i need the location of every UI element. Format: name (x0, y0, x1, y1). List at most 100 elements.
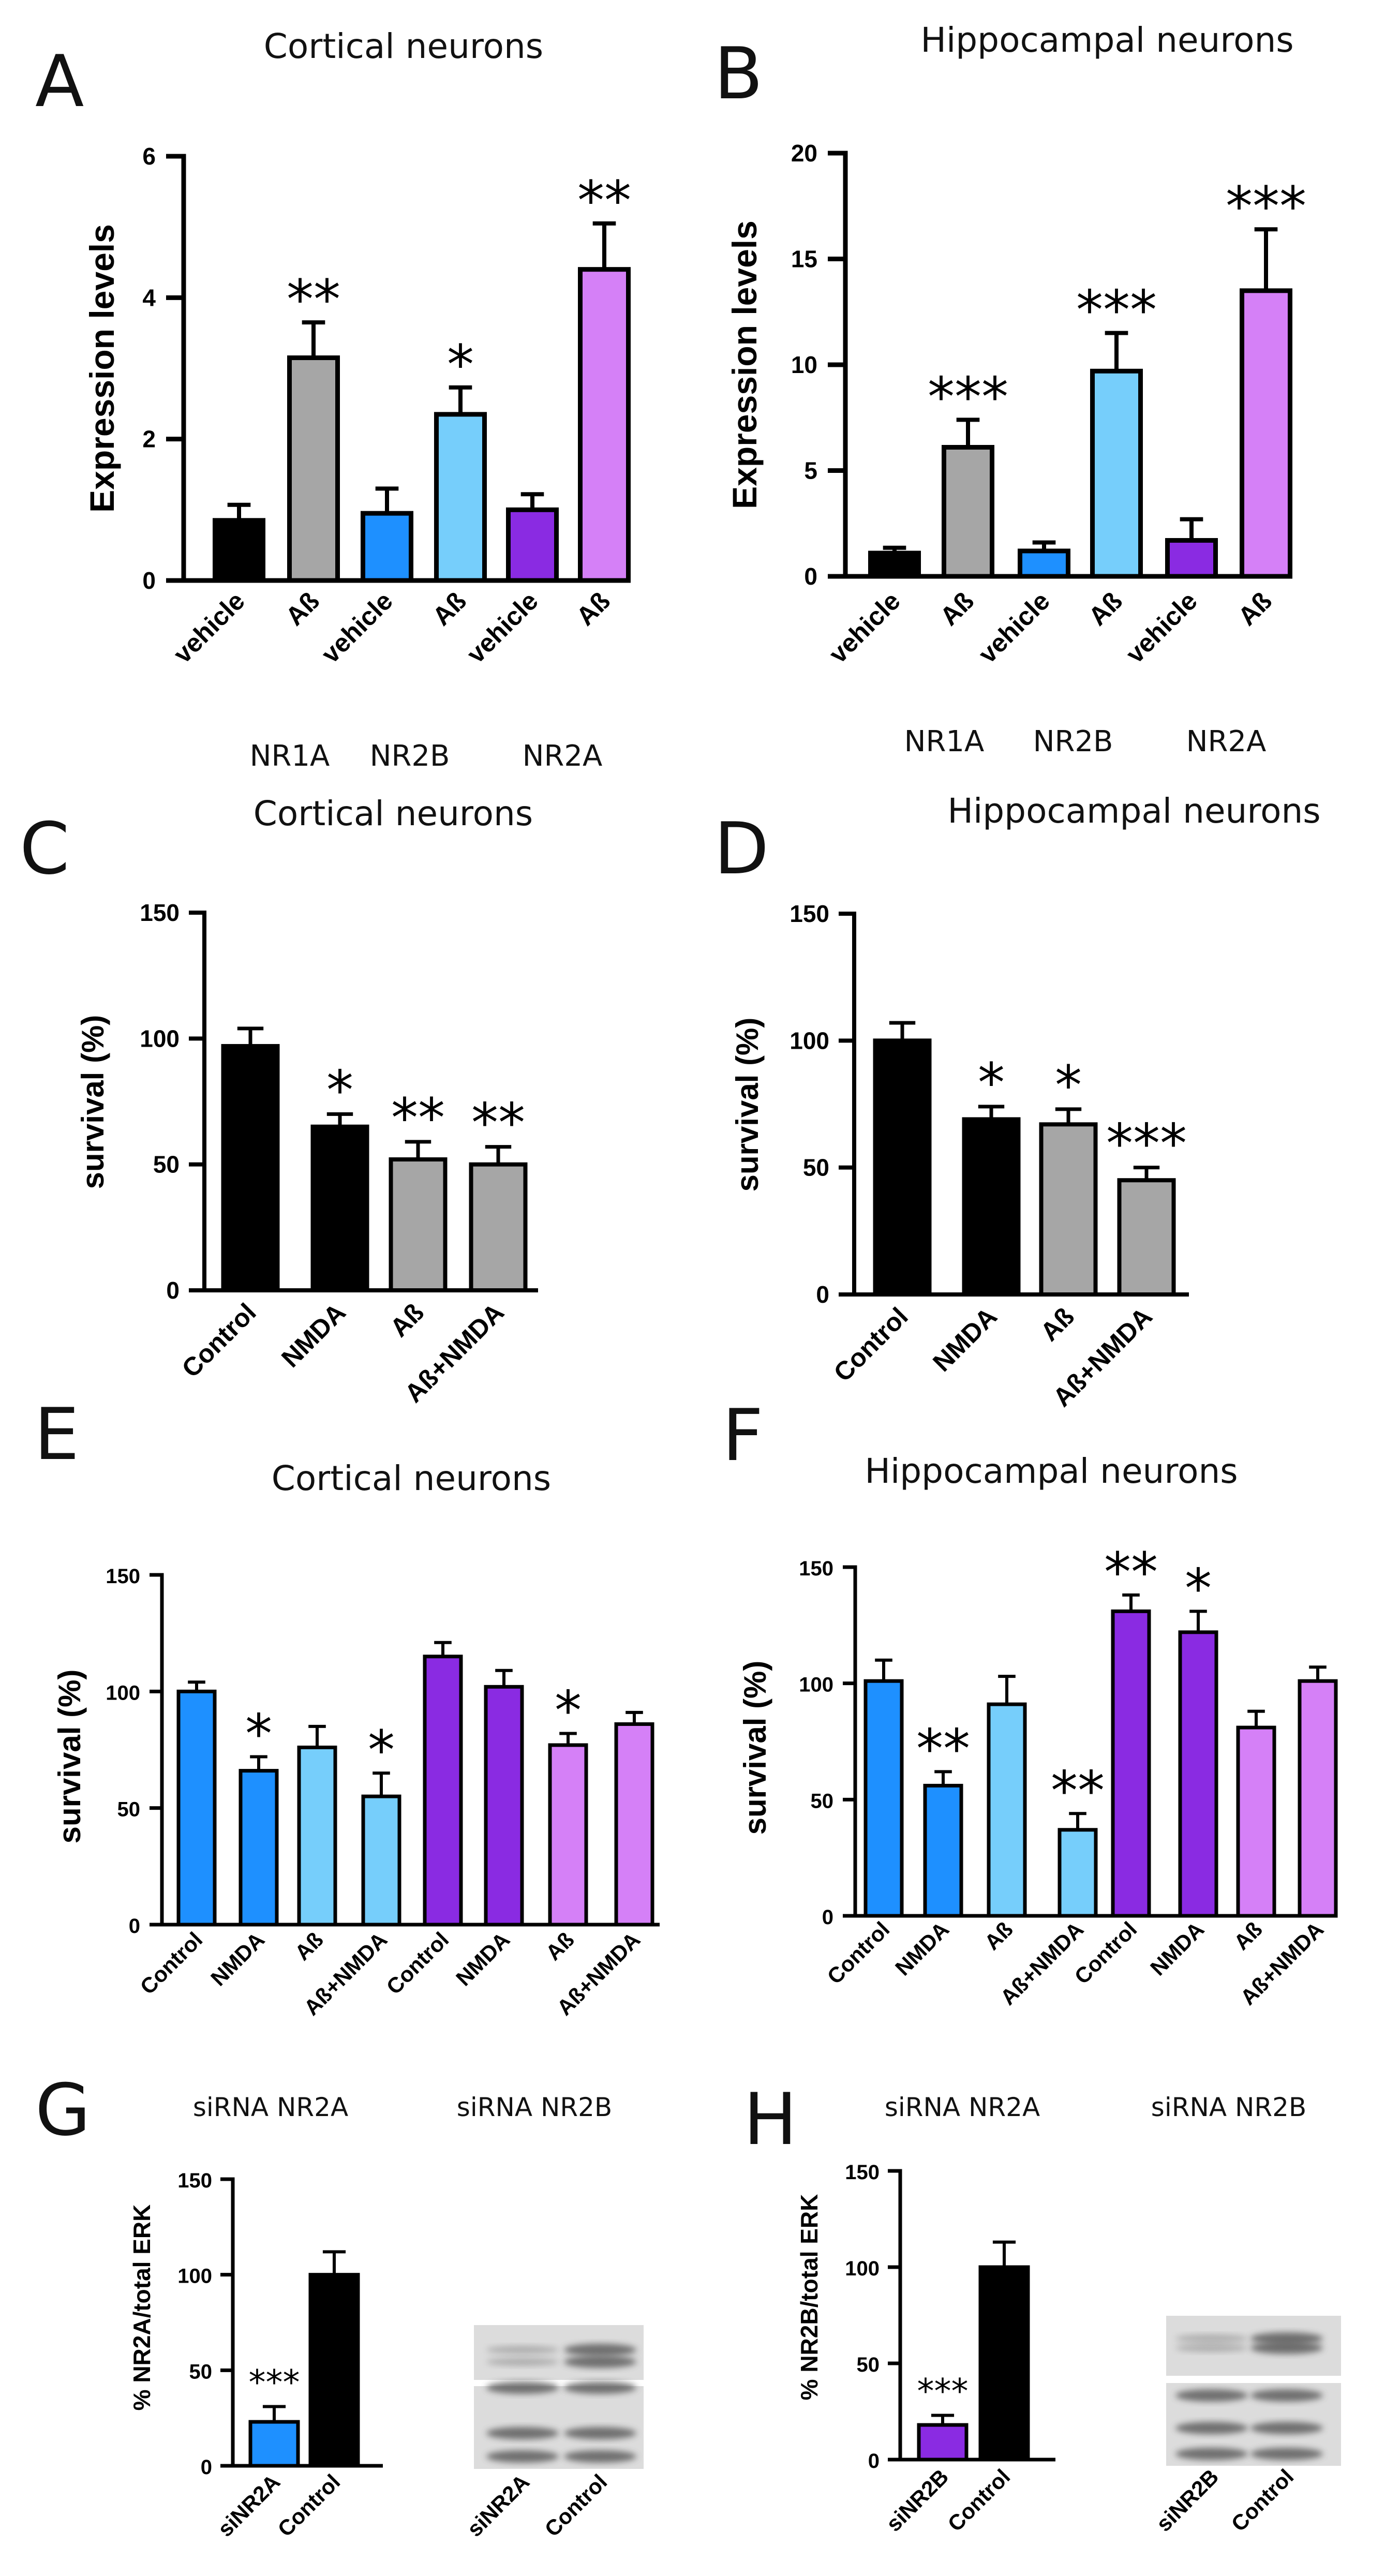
panel-a: A Cortical neurons Expression levels 0 2 4 6 ve… (35, 26, 631, 773)
significance-marker: * (326, 1059, 353, 1122)
blot-band (486, 2346, 559, 2354)
bar-vehicle (868, 550, 921, 579)
panel-b: B Hippocampal neurons Expression levels 0 5 1… (714, 20, 1306, 758)
x-tick-label: Aß (571, 586, 616, 631)
bar-vehicle (361, 511, 413, 583)
y-tick-label: 50 (857, 2354, 880, 2376)
y-tick-label: 150 (140, 899, 180, 926)
x-tick-label: siNR2A (213, 2469, 285, 2541)
blot-band (1250, 2448, 1323, 2460)
bar-a- (1236, 1725, 1276, 1918)
blot-band (1175, 2389, 1248, 2402)
x-tick-label: Control (176, 1298, 262, 1383)
bar-a- (1240, 288, 1292, 579)
chart-title: Hippocampal neurons (947, 791, 1320, 831)
x-tick-label: Control (382, 1927, 454, 1999)
bar-a- (389, 1157, 448, 1293)
bar-a-nmda (1117, 1178, 1176, 1297)
bar-nmda (1178, 1630, 1218, 1918)
bar-nmda (962, 1117, 1021, 1297)
blot-band (1250, 2342, 1323, 2354)
x-tick-label: Aß (1083, 586, 1128, 631)
x-tick-label: NMDA (276, 1298, 351, 1373)
group-label: siRNA NR2B (457, 2092, 612, 2122)
significance-marker: * (978, 1051, 1005, 1114)
panel-letter: D (714, 807, 769, 890)
significance-marker: ** (916, 1717, 970, 1780)
bar-a- (987, 1702, 1027, 1918)
x-tick-label: Control (273, 2469, 345, 2541)
x-tick-label: siNR2B (881, 2464, 953, 2536)
y-tick-label: 0 (129, 1915, 140, 1938)
x-tick-label: vehicle (316, 586, 398, 668)
panel-letter: A (35, 40, 84, 123)
bar-control (873, 1038, 932, 1297)
chart-title: Cortical neurons (264, 26, 543, 66)
group-label: siRNA NR2B (1151, 2092, 1306, 2122)
blot-band (564, 2344, 636, 2356)
bar-nmda (484, 1685, 524, 1927)
y-axis-label: Expression levels (725, 220, 764, 509)
blot-band (564, 2450, 636, 2463)
y-tick-label: 100 (799, 1674, 833, 1696)
significance-marker: * (368, 1719, 395, 1782)
y-axis-label: Expression levels (83, 224, 121, 513)
bar-a-nmda (1298, 1679, 1338, 1918)
blot-band (564, 2427, 636, 2439)
y-tick-label: 100 (140, 1025, 180, 1052)
blot-band (1175, 2344, 1248, 2352)
y-tick-label: 150 (106, 1565, 140, 1588)
significance-marker: * (1185, 1557, 1212, 1620)
panel-letter: F (722, 1394, 763, 1477)
y-axis-label: % NR2B/total ERK (796, 2194, 823, 2401)
panel-letter: H (743, 2078, 797, 2161)
chart-title: Hippocampal neurons (920, 20, 1293, 60)
panel-letter: B (714, 32, 763, 115)
bar-control (863, 1679, 904, 1918)
x-tick-label: NMDA (890, 1917, 954, 1980)
y-tick-label: 50 (189, 2360, 213, 2383)
y-tick-label: 10 (791, 351, 817, 378)
x-tick-label: NMDA (206, 1927, 269, 1990)
bar-a- (942, 445, 994, 579)
blot-lane-label: siNR2A (462, 2469, 534, 2541)
panel-letter: E (34, 1393, 79, 1476)
group-label: siRNA NR2A (885, 2092, 1040, 2122)
bar-a-nmda (469, 1162, 528, 1293)
x-tick-label: Aß (1232, 586, 1277, 631)
x-tick-label: Aß (427, 586, 472, 631)
significance-marker: ** (1051, 1759, 1105, 1822)
y-tick-label: 100 (845, 2257, 880, 2280)
blot-band (486, 2358, 559, 2366)
western-blot-image: siNR2A Control (462, 2325, 644, 2541)
y-axis-label: survival (%) (52, 1670, 87, 1844)
group-label: NR1A (904, 725, 985, 758)
x-tick-label: vehicle (973, 586, 1055, 668)
y-tick-label: 100 (106, 1681, 140, 1704)
blot-band (486, 2427, 559, 2439)
bar-vehicle (506, 507, 559, 583)
group-label: NR2A (1186, 725, 1267, 758)
bar-control (176, 1689, 217, 1927)
significance-marker: * (245, 1703, 272, 1766)
bar-a- (548, 1743, 588, 1927)
y-tick-label: 50 (811, 1790, 834, 1812)
panel-letter: G (35, 2068, 91, 2152)
group-label: NR2B (1033, 725, 1113, 758)
y-tick-label: 150 (845, 2161, 880, 2184)
y-tick-label: 100 (790, 1027, 829, 1054)
y-tick-label: 0 (804, 563, 817, 590)
x-tick-label: Aß (290, 1927, 328, 1965)
y-axis-label: survival (%) (738, 1661, 772, 1835)
significance-marker: ** (391, 1086, 445, 1150)
x-tick-label: Aß (980, 1917, 1018, 1955)
y-tick-label: 150 (177, 2169, 212, 2192)
y-axis-label: survival (%) (76, 1015, 110, 1189)
significance-marker: ** (287, 268, 340, 331)
y-tick-label: 50 (153, 1151, 180, 1178)
bar-control (978, 2265, 1030, 2462)
x-tick-label: Aß (934, 586, 979, 631)
group-label: NR1A (250, 739, 330, 773)
bar-nmda (239, 1769, 279, 1927)
